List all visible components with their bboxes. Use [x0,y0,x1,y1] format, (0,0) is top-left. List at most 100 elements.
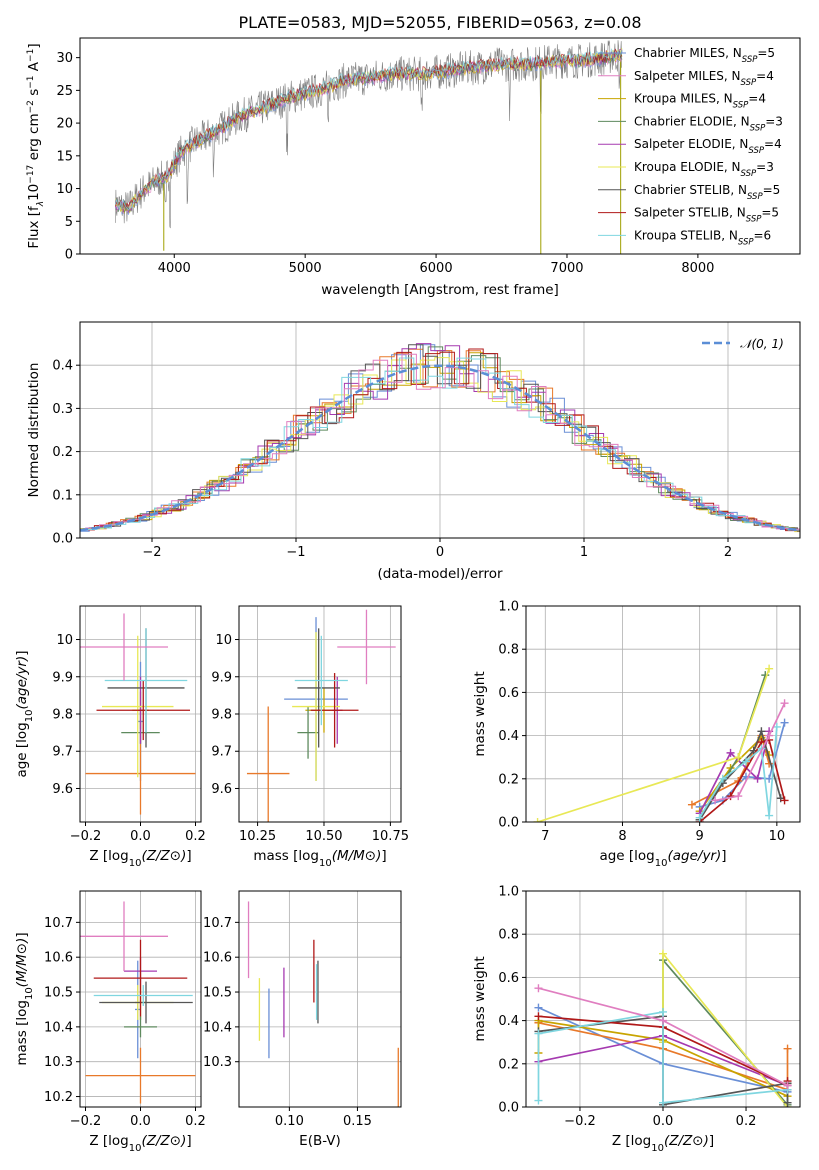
residuals-ytick-label: 0.4 [52,359,73,374]
weight-vs-age-ytick-label: 0.4 [498,729,519,744]
weight-point-marker [783,1081,792,1090]
residual-legend-entry: 𝒩(0, 1) [740,337,784,351]
weight-series-line [538,1021,789,1091]
weight-point-marker [765,664,774,673]
weight-vs-Z-xtick-label: 0.0 [653,1114,674,1129]
spectrum-xlabel: wavelength [Angstrom, rest frame] [321,282,559,298]
residual-xlabel: (data-model)/error [377,566,503,582]
weight-point-marker [734,792,743,801]
weight-vs-Z-ytick-label: 0.8 [498,928,519,943]
spectrum-legend-entry: Chabrier STELIB, NSSP=5 [634,183,780,202]
mass-vs-Z-xtick-label: 0.2 [185,1114,206,1129]
weight-point-marker [741,757,750,766]
weight-vs-age-ytick-label: 1.0 [498,600,519,615]
residuals-ytick-label: 0.1 [52,488,73,503]
age-vs-mass-frame [238,605,402,823]
normal-curve-line [80,364,800,532]
weight-vs-age-ytick-label: 0.6 [498,686,519,701]
weight-point-marker [753,774,762,783]
spectrum-ytick-label: 5 [65,215,73,230]
mass-vs-EBV-xtick-label: 0.15 [343,1114,372,1129]
spectrum-xtick-label: 6000 [420,261,453,276]
spectrum-legend-entry: Salpeter MILES, NSSP=4 [634,69,774,88]
age-vs-Z-ylabel: age [log10(age/yr)] [14,650,35,777]
weight-series-line [537,668,770,822]
weight-point-marker [765,811,774,820]
age-vs-Z-xtick-label: 0.2 [185,829,206,844]
spectrum-panel: 4000 5000 6000 7000 8000 0 5 10 15 20 25 30 Chabrier… [26,37,801,298]
residual-histogram-step [80,348,800,532]
weight-point-marker [718,774,727,783]
mass-vs-EBV-xlabel: E(B-V) [299,1133,341,1149]
age-vs-Z-ytick-label: 9.7 [52,745,73,760]
weight-point-marker [533,818,542,822]
residuals-xtick-label: −1 [286,545,305,560]
weight-point-marker [534,1012,543,1021]
spectrum-legend-entry: Salpeter STELIB, NSSP=5 [634,206,779,225]
residuals-ytick-label: 0.3 [52,402,73,417]
mass-vs-EBV-ytick-label: 10.3 [203,1055,232,1070]
weight-vs-age-xtick-label: 8 [618,829,626,844]
weight-point-marker [659,1016,667,1025]
age-vs-mass-plot-area [246,609,396,822]
weight-vs-Z-xlabel: Z [log10(Z/Z⊙)] [612,1133,714,1154]
mass-vs-Z-xtick-label: −0.2 [70,1114,102,1129]
weight-vs-Z-panel: −0.2 0.0 0.2 0.0 0.2 0.4 0.6 0.8 1.0 Z [log10(Z/Z… [472,885,801,1154]
mass-vs-Z-ytick-label: 10.7 [44,916,73,931]
weight-vs-Z-xtick-label: −0.2 [564,1114,596,1129]
age-vs-mass-ytick-label: 9.7 [211,745,232,760]
spectrum-model-line [114,48,623,212]
spectrum-xtick-label: 7000 [550,261,583,276]
residuals-panel: −2 −1 0 1 2 0.0 0.1 0.2 0.3 0.4 𝒩(0, 1) (data-model… [26,321,801,582]
age-vs-mass-panel: 10.25 10.50 10.75 9.6 9.7 9.8 9.9 10 mass [log10… [211,605,409,869]
spectrum-ytick-label: 10 [56,182,73,197]
weight-point-marker [534,1029,543,1038]
residuals-plot-area [80,343,800,533]
residuals-xtick-label: −2 [142,545,161,560]
mass-vs-EBV-ytick-label: 10.7 [203,916,232,931]
weight-vs-age-ytick-label: 0.0 [498,816,519,831]
weight-vs-age-ytick-label: 0.2 [498,772,519,787]
weight-vs-Z-frame [525,890,801,1108]
mass-vs-Z-ytick-label: 10.2 [44,1090,73,1105]
age-vs-Z-ytick-label: 9.8 [52,708,73,723]
age-vs-mass-ytick-label: 9.9 [211,670,232,685]
weight-point-marker [783,1098,792,1107]
weight-point-marker [659,1007,667,1016]
residuals-xtick-label: 1 [580,545,588,560]
weight-vs-Z-xtick-label: 0.2 [736,1114,757,1129]
spectrum-xtick-label: 4000 [158,261,191,276]
age-vs-Z-panel: −0.2 0.0 0.2 9.6 9.7 9.8 9.9 10 Z [log10(Z/Z⊙)] a… [14,605,206,869]
spectrum-ytick-label: 25 [56,84,73,99]
spectrum-data-line [115,40,622,229]
weight-vs-age-panel: 7 8 9 10 0.0 0.2 0.4 0.6 0.8 1.0 age [log10(age/yr… [472,600,801,869]
age-vs-mass-xtick-label: 10.75 [372,829,409,844]
age-vs-Z-ytick-label: 10 [56,633,73,648]
mass-vs-Z-ylabel: mass [log10(M/M⊙)] [14,932,35,1065]
weight-point-marker [726,792,735,801]
residual-histogram-step [80,344,800,532]
spectrum-legend-entry: Kroupa MILES, NSSP=4 [634,92,766,111]
weight-vs-Z-ylabel: mass weight [472,956,488,1041]
age-vs-mass-grid [239,606,401,822]
weight-vs-age-xtick-label: 10 [769,829,786,844]
weight-vs-age-plot-area [533,664,789,822]
weight-series-line [698,726,778,819]
spectrum-legend-entry: Chabrier ELODIE, NSSP=3 [634,114,783,133]
mass-vs-Z-ytick-label: 10.4 [44,1020,73,1035]
residual-histogram-step [80,352,800,530]
spectrum-xtick-label: 5000 [289,261,322,276]
spectrum-legend-entry: Kroupa ELODIE, NSSP=3 [634,160,774,179]
weight-point-marker [783,1044,792,1053]
weight-vs-age-xtick-label: 7 [541,829,549,844]
weight-vs-age-ylabel: mass weight [472,671,488,756]
spectrum-legend-entry: Kroupa STELIB, NSSP=6 [634,228,771,247]
age-vs-Z-ytick-label: 9.9 [52,670,73,685]
mass-vs-EBV-ytick-label: 10.6 [203,951,232,966]
residuals-ytick-label: 0.0 [52,532,73,547]
age-vs-Z-xtick-label: −0.2 [70,829,102,844]
weight-vs-Z-plot-area [534,949,792,1107]
weight-point-marker [765,731,774,740]
weight-point-marker [534,1003,543,1012]
